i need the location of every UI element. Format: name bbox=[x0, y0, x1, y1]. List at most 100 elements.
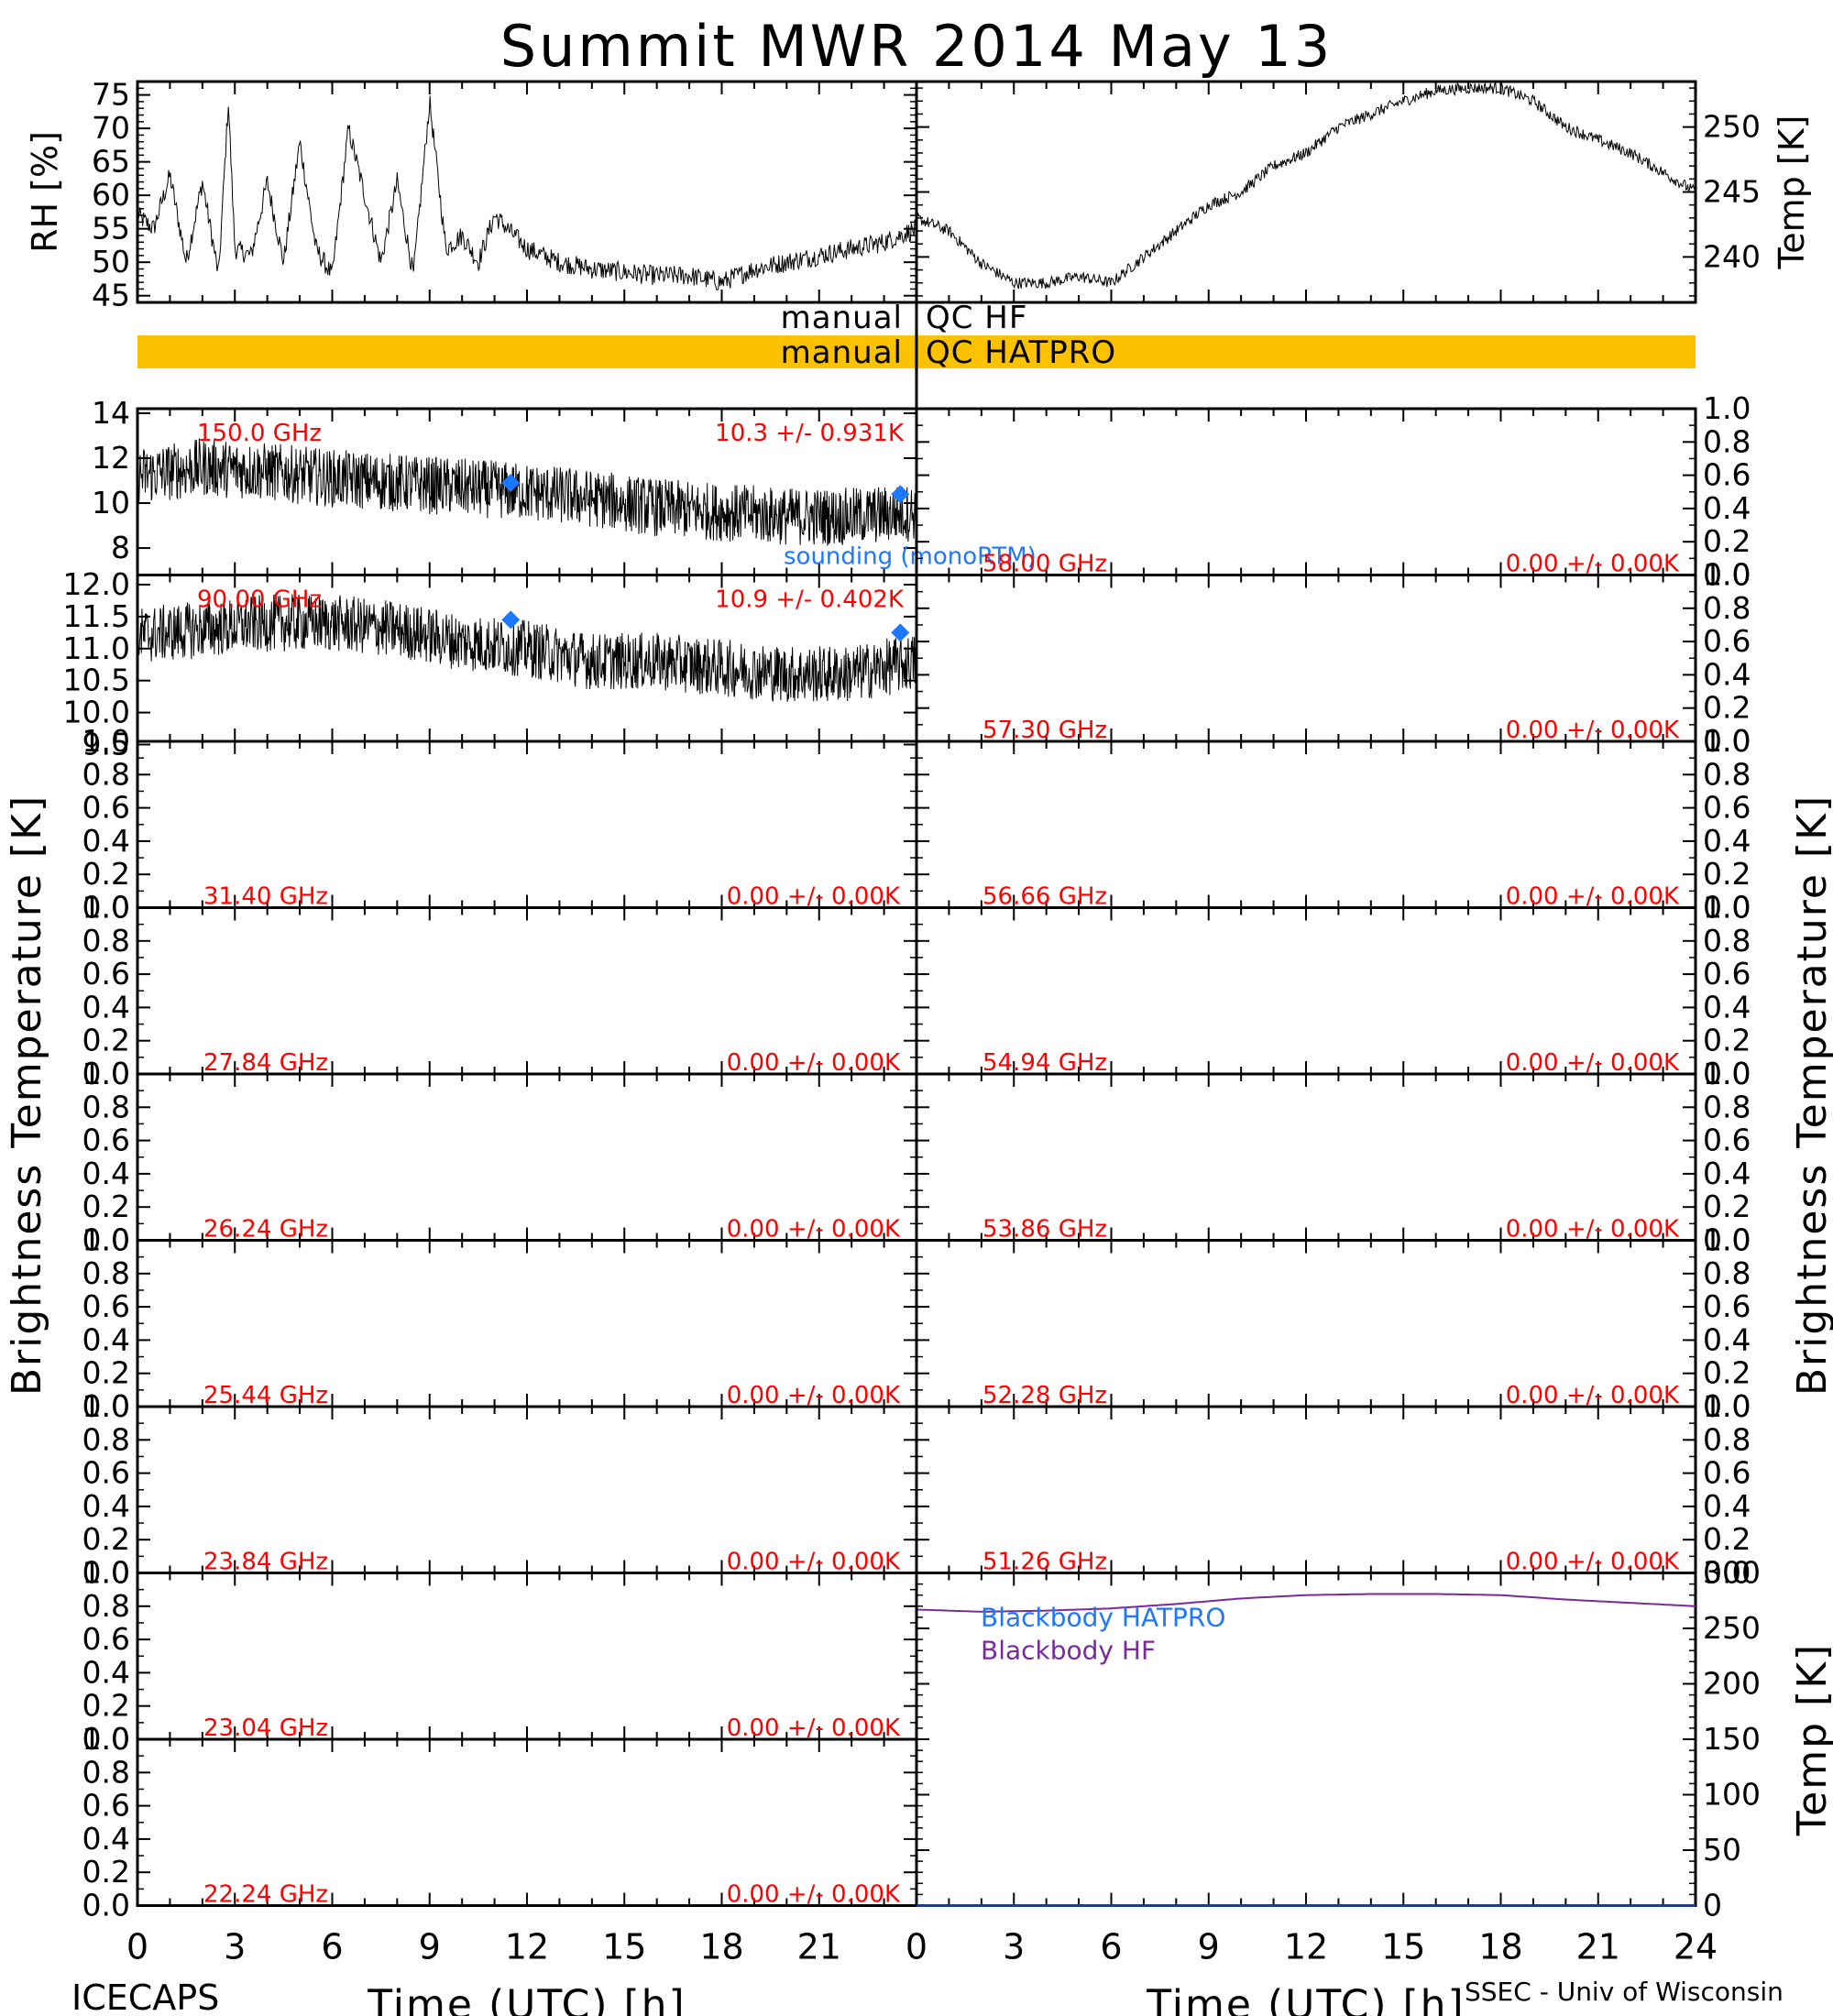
tb-left-panel-6-y-tick-label: 0.6 bbox=[82, 1288, 130, 1324]
tb-right-panel-2: 0.00.20.40.60.81.057.30 GHz 0.00 +/- 0.00… bbox=[915, 557, 1751, 759]
legend-blackbody-hf: Blackbody HF bbox=[981, 1636, 1156, 1666]
footer-right: SSEC - Univ of Wisconsin bbox=[1465, 1977, 1784, 2007]
x-axis-title-left: Time (UTC) [h] bbox=[367, 1982, 686, 2016]
temp-y-tick-label: 240 bbox=[1703, 238, 1761, 274]
blackbody-y-tick-label: 150 bbox=[1703, 1721, 1761, 1757]
tb-right-panel-3-stat-label: 0.00 +/- 0.00K bbox=[1506, 883, 1680, 911]
rh-panel-frame bbox=[136, 80, 918, 304]
tb-left-panel-9-y-tick-label: 0.8 bbox=[82, 1754, 130, 1790]
tb-right-panel-2-y-tick-label: 0.8 bbox=[1703, 590, 1751, 626]
tb-left-panel-1-y-tick-label: 14 bbox=[92, 395, 130, 431]
tb-left-panel-3: 0.00.20.40.60.81.031.40 GHz 0.00 +/- 0.00… bbox=[82, 723, 918, 926]
rh-y-tick-label: 50 bbox=[92, 244, 130, 279]
tb-right-panel-5-y-tick-label: 0.4 bbox=[1703, 1156, 1751, 1191]
x-tick-label-left: 9 bbox=[419, 1927, 441, 1967]
tb-left-panel-1-sounding-label: sounding (monoRTM) bbox=[784, 543, 1037, 571]
tb-right-panel-7-channel-label: 51.26 GHz bbox=[982, 1549, 1107, 1576]
tb-left-panel-4-y-tick-label: 1.0 bbox=[82, 890, 130, 926]
x-tick-label-left: 21 bbox=[797, 1927, 841, 1967]
tb-right-panel-1-y-tick-label: 0.4 bbox=[1703, 490, 1751, 526]
tb-left-panel-2-series-line bbox=[137, 594, 917, 702]
tb-right-panel-7-y-tick-label: 0.2 bbox=[1703, 1521, 1751, 1557]
tb-left-panel-2-stat-label: 10.9 +/- 0.402K bbox=[715, 586, 905, 614]
tb-left-panel-2-sounding-marker bbox=[891, 623, 910, 642]
tb-left-panel-9-y-tick-label: 0.2 bbox=[82, 1854, 130, 1890]
blackbody-y-tick-label: 200 bbox=[1703, 1666, 1761, 1702]
tb-right-panel-1-y-tick-label: 0.6 bbox=[1703, 457, 1751, 493]
tb-right-panel-5-channel-label: 53.86 GHz bbox=[982, 1216, 1107, 1244]
blackbody-y-tick-label: 50 bbox=[1703, 1832, 1741, 1868]
x-tick-label-left: 15 bbox=[602, 1927, 646, 1967]
blackbody-y-tick-label: 100 bbox=[1703, 1777, 1761, 1813]
tb-right-panel-6-stat-label: 0.00 +/- 0.00K bbox=[1506, 1382, 1680, 1409]
tb-right-panel-7-stat-label: 0.00 +/- 0.00K bbox=[1506, 1549, 1680, 1576]
tb-left-panel-9: 0.00.20.40.60.81.022.24 GHz 0.00 +/- 0.00… bbox=[82, 1721, 918, 1923]
tb-left-panel-8-channel-label: 23.04 GHz bbox=[203, 1715, 328, 1742]
tb-left-panel-6-channel-label: 25.44 GHz bbox=[203, 1382, 328, 1409]
tb-left-axis-title: Brightness Temperature [K] bbox=[4, 794, 50, 1396]
x-tick-label-right: 0 bbox=[906, 1927, 927, 1967]
tb-left-panel-8-y-tick-label: 0.4 bbox=[82, 1654, 130, 1690]
tb-left-panel-7-y-tick-label: 0.6 bbox=[82, 1455, 130, 1491]
tb-right-panel-1-y-tick-label: 1.0 bbox=[1703, 390, 1751, 426]
tb-left-panel-2: 9.510.010.511.011.512.0 90.00 GHz 10.9 +/-… bbox=[63, 566, 918, 761]
tb-right-panel-4-y-tick-label: 0.2 bbox=[1703, 1023, 1751, 1058]
blackbody-hf-line bbox=[916, 1593, 1696, 1613]
tb-right-panel-2-y-tick-label: 0.6 bbox=[1703, 623, 1751, 659]
tb-right-panel-4-y-tick-label: 0.6 bbox=[1703, 956, 1751, 992]
tb-right-panel-4-y-tick-label: 1.0 bbox=[1703, 890, 1751, 926]
tb-right-panel-7: 0.00.20.40.60.81.051.26 GHz 0.00 +/- 0.00… bbox=[915, 1388, 1751, 1591]
x-tick-label-right: 3 bbox=[1003, 1927, 1025, 1967]
tb-right-panel-5-y-tick-label: 0.2 bbox=[1703, 1189, 1751, 1224]
tb-left-panel-4: 0.00.20.40.60.81.027.84 GHz 0.00 +/- 0.00… bbox=[82, 890, 918, 1091]
tb-right-panel-1-y-tick-label: 0.2 bbox=[1703, 523, 1751, 559]
tb-right-panel-6-y-tick-label: 1.0 bbox=[1703, 1222, 1751, 1258]
tb-right-panel-1-channel-label: 58.00 GHz bbox=[982, 551, 1107, 578]
tb-left-panel-3-y-tick-label: 0.2 bbox=[82, 856, 130, 892]
tb-left-panel-9-y-tick-label: 0.6 bbox=[82, 1788, 130, 1824]
x-tick-label-left: 18 bbox=[699, 1927, 743, 1967]
x-tick-label-left: 12 bbox=[505, 1927, 549, 1967]
tb-left-panel-8-y-tick-label: 0.8 bbox=[82, 1588, 130, 1624]
tb-left-panel-5: 0.00.20.40.60.81.026.24 GHz 0.00 +/- 0.00… bbox=[82, 1056, 918, 1258]
tb-left-panel-2-y-tick-label: 9.5 bbox=[82, 726, 130, 761]
tb-left-panel-3-channel-label: 31.40 GHz bbox=[203, 883, 328, 911]
temp-y-tick-label: 245 bbox=[1703, 174, 1761, 210]
temp-axis-title: Temp [K] bbox=[1772, 115, 1812, 270]
tb-right-panel-7-y-tick-label: 1.0 bbox=[1703, 1388, 1751, 1424]
rh-y-tick-label: 60 bbox=[92, 177, 130, 213]
tb-left-panel-6: 0.00.20.40.60.81.025.44 GHz 0.00 +/- 0.00… bbox=[82, 1222, 918, 1424]
tb-right-panel-7-y-tick-label: 0.8 bbox=[1703, 1421, 1751, 1457]
tb-left-panel-3-y-tick-label: 0.6 bbox=[82, 790, 130, 826]
rh-y-tick-label: 75 bbox=[92, 77, 130, 113]
tb-right-panel-6-y-tick-label: 0.8 bbox=[1703, 1255, 1751, 1291]
tb-right-panel-4-y-tick-label: 0.4 bbox=[1703, 989, 1751, 1024]
tb-left-panel-6-y-tick-label: 0.2 bbox=[82, 1355, 130, 1391]
tb-right-panel-6-y-tick-label: 0.0 bbox=[1703, 1388, 1751, 1424]
temp-panel-frame bbox=[915, 80, 1697, 304]
tb-left-panel-8-y-tick-label: 1.0 bbox=[82, 1555, 130, 1591]
tb-right-panel-3-y-tick-label: 1.0 bbox=[1703, 723, 1751, 759]
tb-left-panel-3-stat-label: 0.00 +/- 0.00K bbox=[727, 883, 901, 911]
tb-right-panel-7-y-tick-label: 0.0 bbox=[1703, 1555, 1751, 1591]
x-tick-label-left: 6 bbox=[321, 1927, 343, 1967]
tb-left-panel-4-y-tick-label: 0.6 bbox=[82, 956, 130, 992]
tb-left-panel-7-channel-label: 23.84 GHz bbox=[203, 1549, 328, 1576]
tb-left-panel-6-y-tick-label: 0.4 bbox=[82, 1321, 130, 1357]
blackbody-y-tick-label: 250 bbox=[1703, 1610, 1761, 1646]
tb-right-panel-4-y-tick-label: 0.0 bbox=[1703, 1056, 1751, 1091]
tb-left-panel-8-y-tick-label: 0.0 bbox=[82, 1721, 130, 1757]
tb-left-panel-2-y-tick-label: 11.5 bbox=[63, 598, 130, 634]
tb-right-panel-4-y-tick-label: 0.8 bbox=[1703, 923, 1751, 959]
tb-right-panel-5: 0.00.20.40.60.81.053.86 GHz 0.00 +/- 0.00… bbox=[915, 1056, 1751, 1258]
tb-right-panel-5-y-tick-label: 0.6 bbox=[1703, 1123, 1751, 1158]
tb-left-panel-1-sounding-marker bbox=[501, 473, 521, 492]
tb-left-panel-1: 8 10 12 14 sounding (monoRTM) 150.0 GHz 10.3 +… bbox=[92, 395, 1037, 576]
qc-hf-left-label: manual bbox=[781, 300, 903, 336]
tb-left-panel-2-y-tick-label: 10.5 bbox=[63, 663, 130, 698]
tb-left-panel-3-y-tick-label: 1.0 bbox=[82, 723, 130, 759]
tb-left-panel-4-y-tick-label: 0.0 bbox=[82, 1056, 130, 1091]
tb-left-panel-3-y-tick-label: 0.4 bbox=[82, 823, 130, 859]
x-axes: 0 0 3 3 6 6 9 9 12 12 15 15 18 18 21 21 24 Time (UTC) [h]… bbox=[126, 1927, 1718, 2016]
tb-left-panel-1-y-tick-label: 10 bbox=[92, 485, 130, 520]
